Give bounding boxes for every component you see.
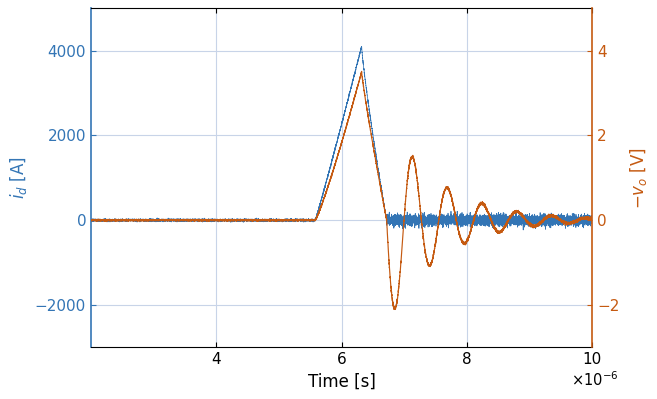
Y-axis label: $-v_o$ [V]: $-v_o$ [V] [627, 147, 648, 209]
X-axis label: Time [s]: Time [s] [307, 373, 376, 391]
Y-axis label: $i_d$ [A]: $i_d$ [A] [9, 156, 30, 199]
Text: $\times10^{-6}$: $\times10^{-6}$ [571, 370, 618, 389]
